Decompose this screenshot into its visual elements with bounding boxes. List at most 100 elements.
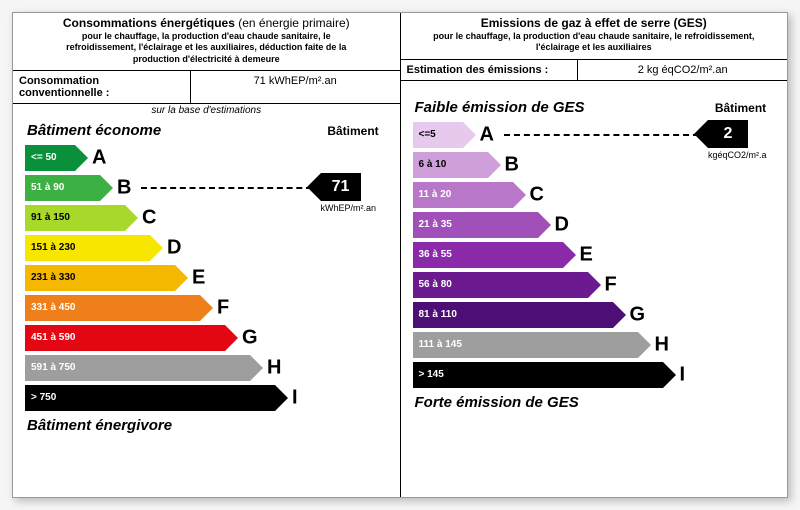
pointer-badge: 2kgéqCO2/m².a [694,120,748,148]
rating-bar-arrowhead [175,265,188,291]
rating-letter-F: F [217,296,229,319]
ges-value-label: Estimation des émissions : [401,60,579,80]
energy-side-column: Bâtiment 71 kWhEP/m².an [312,118,394,493]
ges-chart: Faible émission de GES <=5A6 à 10B11 à 2… [401,93,788,498]
rating-bar-C: 91 à 150 C [25,205,312,231]
rating-bar-arrowhead [100,175,113,201]
energy-sub2: refroidissement, l'éclairage et les auxi… [19,42,394,53]
ges-sub1: pour le chauffage, la production d'eau c… [407,31,782,42]
rating-bar-arrowhead [225,325,238,351]
rating-bar-arrowhead [638,332,651,358]
rating-bar-E: 36 à 55 E [413,242,700,268]
rating-letter-A: A [480,123,494,146]
energy-estimation-note: sur la base d'estimations [13,104,400,116]
rating-bar-D: 21 à 35D [413,212,700,238]
rating-bar-range: 151 à 230 [25,235,150,261]
rating-bar-arrowhead [75,145,88,171]
rating-letter-H: H [655,333,669,356]
rating-bar-range: 331 à 450 [25,295,200,321]
rating-bar-range: 6 à 10 [413,152,488,178]
rating-letter-I: I [680,363,686,386]
rating-bar-range: 36 à 55 [413,242,563,268]
ges-sub2: l'éclairage et les auxiliaires [407,42,782,53]
rating-letter-F: F [605,273,617,296]
energy-top-caption: Bâtiment économe [27,122,312,139]
pointer-arrow-icon [694,120,708,148]
rating-letter-A: A [92,146,106,169]
rating-bar-range: <=5 [413,122,463,148]
rating-bar-range: 51 à 90 [25,175,100,201]
rating-bar-arrowhead [538,212,551,238]
rating-letter-C: C [530,183,544,206]
ges-value: 2 kg éqCO2/m².an [578,60,787,80]
rating-bar-range: 591 à 750 [25,355,250,381]
pointer-badge: 71kWhEP/m².an [307,173,361,201]
rating-bar-arrowhead [613,302,626,328]
ges-top-caption: Faible émission de GES [415,99,700,116]
pointer-unit: kgéqCO2/m².a [708,150,767,160]
energy-title-rest: (en énergie primaire) [235,16,350,30]
energy-header: Consommations énergétiques (en énergie p… [13,13,400,71]
ges-title-bold: Emissions de gaz à effet de serre (GES) [481,16,707,30]
energy-value-label: Consommation conventionnelle : [13,71,191,103]
dpe-card: Consommations énergétiques (en énergie p… [12,12,788,498]
energy-sub1: pour le chauffage, la production d'eau c… [19,31,394,42]
rating-letter-H: H [267,356,281,379]
pointer-value: 71 [321,173,361,201]
rating-bar-F: 56 à 80 F [413,272,700,298]
rating-bar-A: <= 50A [25,145,312,171]
rating-bar-arrowhead [588,272,601,298]
ges-bars: Faible émission de GES <=5A6 à 10B11 à 2… [413,95,700,494]
rating-letter-D: D [167,236,181,259]
rating-bar-range: 451 à 590 [25,325,225,351]
ges-value-row: Estimation des émissions : 2 kg éqCO2/m²… [401,60,788,81]
rating-bar-arrowhead [488,152,501,178]
rating-bar-B: 6 à 10 B [413,152,700,178]
rating-letter-B: B [505,153,519,176]
rating-bar-range: 111 à 145 [413,332,638,358]
pointer-unit: kWhEP/m².an [321,203,377,213]
ges-column: Emissions de gaz à effet de serre (GES) … [401,13,788,497]
rating-letter-D: D [555,213,569,236]
rating-letter-G: G [630,303,646,326]
bottom-caption: Bâtiment énergivore [27,417,312,434]
ges-side-header: Bâtiment [700,95,781,115]
rating-bar-I: > 750 I [25,385,312,411]
rating-bar-H: 111 à 145 H [413,332,700,358]
rating-letter-E: E [580,243,593,266]
pointer-arrow-icon [307,173,321,201]
rating-bar-range: 231 à 330 [25,265,175,291]
pointer-value: 2 [708,120,748,148]
rating-bar-arrowhead [125,205,138,231]
rating-bar-arrowhead [463,122,476,148]
rating-bar-arrowhead [563,242,576,268]
energy-value-row: Consommation conventionnelle : 71 kWhEP/… [13,71,400,104]
rating-bar-range: 56 à 80 [413,272,588,298]
rating-letter-C: C [142,206,156,229]
rating-bar-range: > 145 [413,362,663,388]
ges-header: Emissions de gaz à effet de serre (GES) … [401,13,788,60]
rating-letter-E: E [192,266,205,289]
ges-side-column: Bâtiment 2 kgéqCO2/m².a [699,95,781,494]
rating-bar-arrowhead [150,235,163,261]
rating-letter-I: I [292,386,298,409]
rating-bar-F: 331 à 450 F [25,295,312,321]
rating-bar-G: 451 à 590 G [25,325,312,351]
rating-bar-range: > 750 [25,385,275,411]
rating-bar-arrowhead [513,182,526,208]
energy-bars: Bâtiment économe <= 50A51 à 90B91 à 150C… [25,118,312,493]
energy-side-header: Bâtiment [313,118,394,138]
energy-column: Consommations énergétiques (en énergie p… [13,13,401,497]
pointer-dash [504,134,700,136]
ges-spacer [401,81,788,93]
rating-bar-arrowhead [200,295,213,321]
energy-value: 71 kWhEP/m².an [191,71,400,103]
rating-bar-D: 151 à 230 D [25,235,312,261]
pointer-dash [141,187,312,189]
rating-bar-H: 591 à 750 H [25,355,312,381]
rating-bar-arrowhead [663,362,676,388]
rating-bar-range: 91 à 150 [25,205,125,231]
energy-title-bold: Consommations énergétiques [63,16,235,30]
energy-chart: Bâtiment économe <= 50A51 à 90B91 à 150C… [13,116,400,497]
rating-letter-G: G [242,326,258,349]
